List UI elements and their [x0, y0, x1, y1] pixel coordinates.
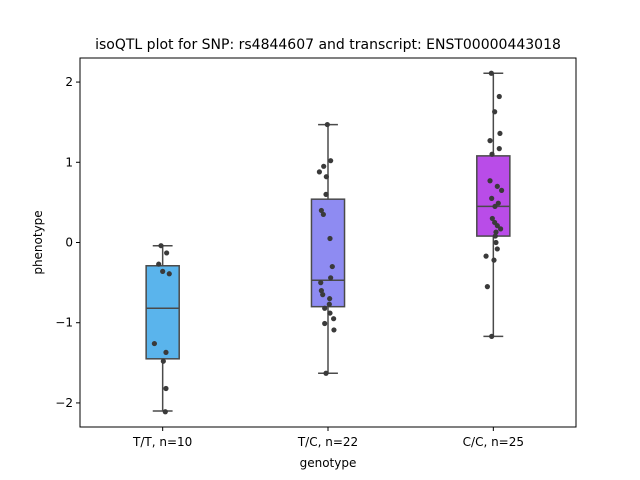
data-point: [316, 169, 323, 175]
data-point: [494, 223, 500, 229]
data-point: [484, 284, 490, 290]
x-tick-label: T/T, n=10: [132, 435, 192, 449]
data-point: [496, 146, 502, 152]
x-axis-title: genotype: [300, 456, 357, 470]
data-point: [489, 333, 495, 339]
data-point: [156, 261, 162, 267]
data-point: [324, 121, 330, 128]
data-point: [499, 187, 505, 193]
data-point: [160, 358, 166, 364]
data-point: [318, 280, 324, 286]
data-point: [318, 288, 324, 294]
data-point: [326, 301, 332, 307]
data-point: [166, 271, 172, 277]
y-tick-label: 2: [65, 75, 73, 89]
data-point: [327, 235, 333, 242]
box-group: [476, 70, 511, 339]
iqr-box: [145, 265, 180, 360]
data-point: [492, 109, 498, 115]
data-point: [493, 229, 499, 235]
data-point: [489, 151, 495, 157]
data-point: [320, 211, 326, 218]
data-point: [160, 268, 166, 274]
y-tick-label: 1: [65, 155, 73, 169]
data-point: [494, 183, 500, 189]
data-point: [328, 158, 334, 164]
data-point: [493, 239, 499, 246]
plot-area: [145, 70, 511, 415]
x-tick-label: T/C, n=22: [297, 435, 358, 449]
iqr-box: [310, 198, 346, 308]
data-point: [327, 310, 333, 316]
box-group: [310, 121, 346, 376]
data-point: [163, 385, 169, 392]
data-point: [162, 409, 168, 415]
data-point: [487, 178, 493, 184]
data-point: [327, 296, 333, 302]
y-tick-label: −1: [55, 316, 73, 330]
data-point: [318, 207, 324, 214]
data-point: [495, 200, 501, 206]
data-point: [487, 138, 493, 144]
data-point: [489, 195, 495, 201]
x-tick-label: C/C, n=25: [463, 435, 524, 449]
data-point: [331, 327, 337, 333]
data-point: [329, 263, 335, 270]
data-point: [322, 320, 328, 327]
data-point: [323, 191, 329, 197]
data-point: [323, 370, 329, 376]
data-point: [491, 257, 497, 263]
data-point: [498, 226, 504, 232]
data-point: [323, 174, 329, 180]
data-point: [494, 246, 500, 252]
data-point: [488, 70, 494, 76]
data-point: [496, 93, 502, 100]
data-point: [328, 275, 334, 281]
data-point: [497, 130, 503, 137]
y-axis-title: phenotype: [31, 210, 45, 274]
data-point: [321, 163, 327, 169]
y-tick-label: 0: [65, 236, 73, 250]
data-point: [158, 243, 164, 249]
box-group: [145, 243, 180, 415]
y-tick-label: −2: [55, 396, 73, 410]
data-point: [164, 250, 170, 256]
data-point: [489, 215, 495, 222]
chart-title: isoQTL plot for SNP: rs4844607 and trans…: [95, 37, 561, 53]
data-point: [331, 316, 337, 322]
data-point: [320, 292, 326, 298]
data-point: [322, 305, 328, 311]
data-point: [492, 233, 498, 239]
data-point: [492, 203, 498, 210]
data-point: [163, 349, 169, 355]
y-axis: −2 −1 0 1 2: [55, 75, 80, 410]
data-point: [483, 253, 489, 259]
x-axis: T/T, n=10 T/C, n=22 C/C, n=25: [132, 427, 524, 449]
data-point: [151, 340, 157, 347]
